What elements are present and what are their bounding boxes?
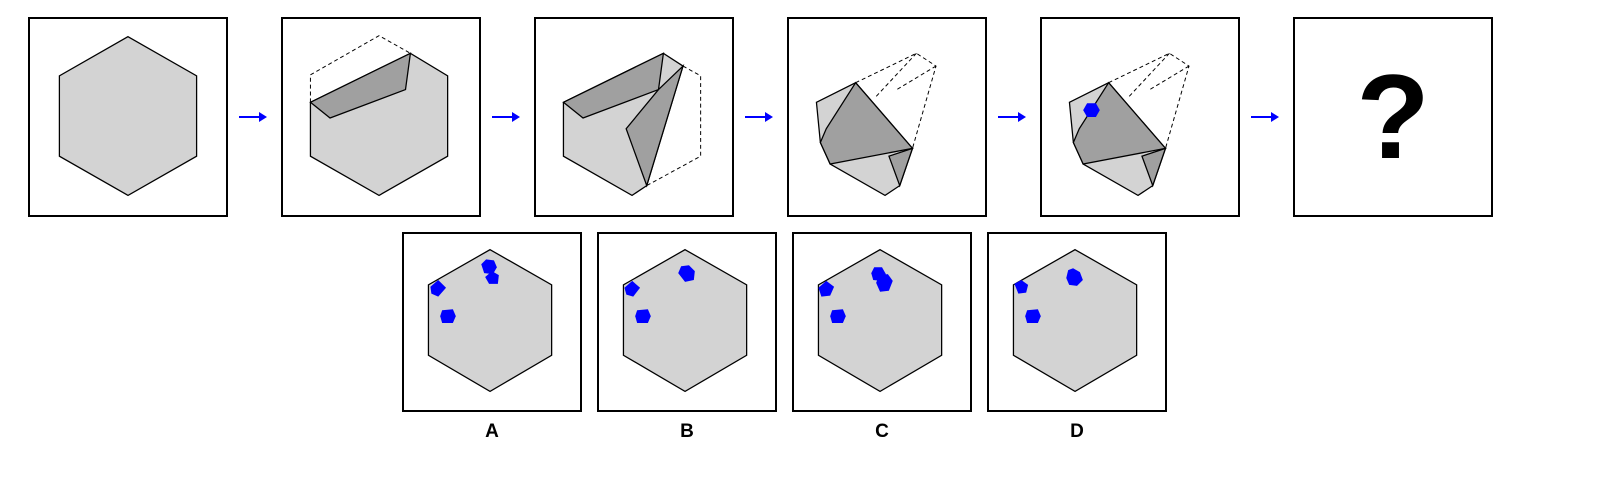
hexagon-paper	[1012, 248, 1138, 393]
fold-dashed-outline	[1108, 52, 1190, 149]
option-d-label: D	[1070, 421, 1084, 442]
question-panel: ?	[1293, 17, 1493, 217]
step-3-figure	[562, 52, 702, 197]
folded-flap	[1072, 81, 1167, 165]
arrow-right-icon	[745, 112, 773, 122]
folded-flap	[309, 52, 412, 119]
fold-dashed-outline	[855, 52, 937, 149]
folded-flap-2	[625, 63, 685, 188]
option-a-panel[interactable]	[402, 232, 582, 412]
option-a-label: A	[485, 421, 499, 442]
hole-icon	[440, 309, 456, 323]
step-4-panel	[787, 17, 987, 217]
hexagon-paper	[817, 248, 943, 393]
step-2-figure	[309, 35, 449, 197]
arrow-right-icon	[998, 112, 1026, 122]
hole-icon	[1014, 279, 1029, 294]
hole-icon	[481, 259, 497, 275]
folded-flap-2	[888, 147, 914, 188]
step-2-panel	[281, 17, 481, 217]
option-c-figure	[817, 248, 943, 393]
fold-dashed-outline	[646, 65, 702, 187]
hole-icon	[624, 280, 641, 297]
hole-icon	[876, 274, 893, 292]
hole-icon	[818, 280, 835, 297]
hole-icon	[1066, 268, 1083, 286]
folded-flap-2	[1141, 147, 1167, 188]
arrow-right-icon	[492, 112, 520, 122]
hexagon-paper	[58, 35, 198, 197]
folded-flap	[819, 81, 914, 165]
hole-icon	[830, 309, 846, 323]
arrow-right-icon	[1251, 112, 1279, 122]
step-5-panel	[1040, 17, 1240, 217]
option-b-panel[interactable]	[597, 232, 777, 412]
hole-icon	[430, 279, 447, 297]
hole-icon	[678, 265, 695, 282]
step-1-panel	[28, 17, 228, 217]
step-1-figure	[58, 35, 198, 197]
punched-hole-icon	[1083, 103, 1100, 117]
hexagon-paper	[427, 248, 553, 393]
option-c-label: C	[875, 421, 889, 442]
step-5-figure	[1068, 52, 1190, 197]
step-3-panel	[534, 17, 734, 217]
option-b-label: B	[680, 421, 694, 442]
hole-icon	[485, 271, 499, 284]
hole-icon	[635, 309, 651, 323]
question-mark: ?	[1356, 50, 1430, 184]
option-d-figure	[1012, 248, 1138, 393]
option-d-panel[interactable]	[987, 232, 1167, 412]
option-a-figure	[427, 248, 553, 393]
hole-icon	[1025, 309, 1041, 323]
option-b-figure	[622, 248, 748, 393]
hexagon-paper	[622, 248, 748, 393]
option-c-panel[interactable]	[792, 232, 972, 412]
step-4-figure	[815, 52, 937, 197]
fold-dashed-outline	[309, 35, 411, 103]
arrow-right-icon	[239, 112, 267, 122]
